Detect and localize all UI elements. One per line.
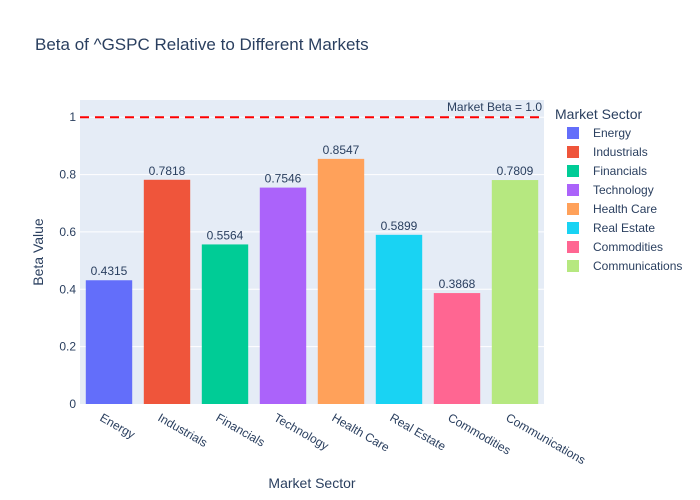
bar-commodities[interactable] — [433, 293, 481, 404]
x-axis-ticks: Energy Industrials Financials TechnologyHea… — [98, 410, 588, 467]
x-tick-label: Energy — [98, 410, 138, 441]
y-axis-ticks: 0 0.2 0.4 0.6 0.8 1 — [59, 110, 76, 411]
legend-swatch[interactable] — [567, 241, 579, 253]
bar-value-labels: 0.4315 0.7818 0.5564 0.7546 0.8547 0.5899 0.38… — [91, 143, 534, 291]
y-axis-label: Beta Value — [30, 218, 46, 286]
legend-item-label[interactable]: Energy — [593, 126, 631, 140]
y-tick-label: 0.4 — [59, 282, 76, 296]
x-tick-label: Industrials — [156, 410, 210, 449]
y-tick-label: 0.6 — [59, 225, 76, 239]
y-tick-label: 0.2 — [59, 340, 76, 354]
bar-financials[interactable] — [201, 244, 249, 404]
legend-item-label[interactable]: Technology — [593, 183, 654, 197]
legend-item-label[interactable]: Real Estate — [593, 221, 655, 235]
legend-item-label[interactable]: Health Care — [593, 202, 657, 216]
bar-value-label: 0.8547 — [323, 143, 360, 157]
legend-swatch[interactable] — [567, 260, 579, 272]
legend-swatch[interactable] — [567, 146, 579, 158]
legend-title: Market Sector — [555, 106, 642, 122]
x-tick-label: Health Care — [330, 410, 393, 454]
x-axis-label: Market Sector — [268, 475, 355, 491]
y-tick-label: 0 — [69, 397, 76, 411]
x-tick-label: Financials — [214, 410, 268, 449]
legend-swatch[interactable] — [567, 203, 579, 215]
x-tick-label: Communications — [504, 410, 588, 467]
legend-item-label[interactable]: Industrials — [593, 145, 648, 159]
legend-swatch[interactable] — [567, 127, 579, 139]
x-tick-label: Technology — [272, 410, 332, 452]
market-beta-annotation: Market Beta = 1.0 — [447, 100, 542, 114]
x-tick-label: Real Estate — [388, 410, 449, 453]
bar-value-label: 0.7809 — [497, 164, 534, 178]
bar-value-label: 0.5899 — [381, 219, 418, 233]
y-tick-label: 1 — [69, 110, 76, 124]
bar-value-label: 0.3868 — [439, 277, 476, 291]
bar-technology[interactable] — [259, 187, 307, 404]
legend-item-label[interactable]: Financials — [593, 164, 647, 178]
bar-value-label: 0.5564 — [207, 228, 244, 242]
bar-communications[interactable] — [491, 180, 539, 404]
y-tick-label: 0.8 — [59, 168, 76, 182]
bar-value-label: 0.7546 — [265, 172, 302, 186]
bar-real-estate[interactable] — [375, 234, 423, 404]
legend-item-label[interactable]: Commodities — [593, 240, 663, 254]
x-tick-label: Commodities — [446, 410, 514, 457]
bar-energy[interactable] — [85, 280, 133, 404]
legend-swatch[interactable] — [567, 222, 579, 234]
legend-swatch[interactable] — [567, 184, 579, 196]
bars — [85, 158, 539, 404]
chart-title: Beta of ^GSPC Relative to Different Mark… — [35, 35, 369, 54]
bar-health-care[interactable] — [317, 158, 365, 404]
bar-value-label: 0.7818 — [149, 164, 186, 178]
legend-item-label[interactable]: Communications — [593, 259, 682, 273]
legend: Energy Industrials Financials Technology Hea… — [567, 126, 682, 273]
bar-value-label: 0.4315 — [91, 264, 128, 278]
legend-swatch[interactable] — [567, 165, 579, 177]
bar-industrials[interactable] — [143, 179, 191, 404]
